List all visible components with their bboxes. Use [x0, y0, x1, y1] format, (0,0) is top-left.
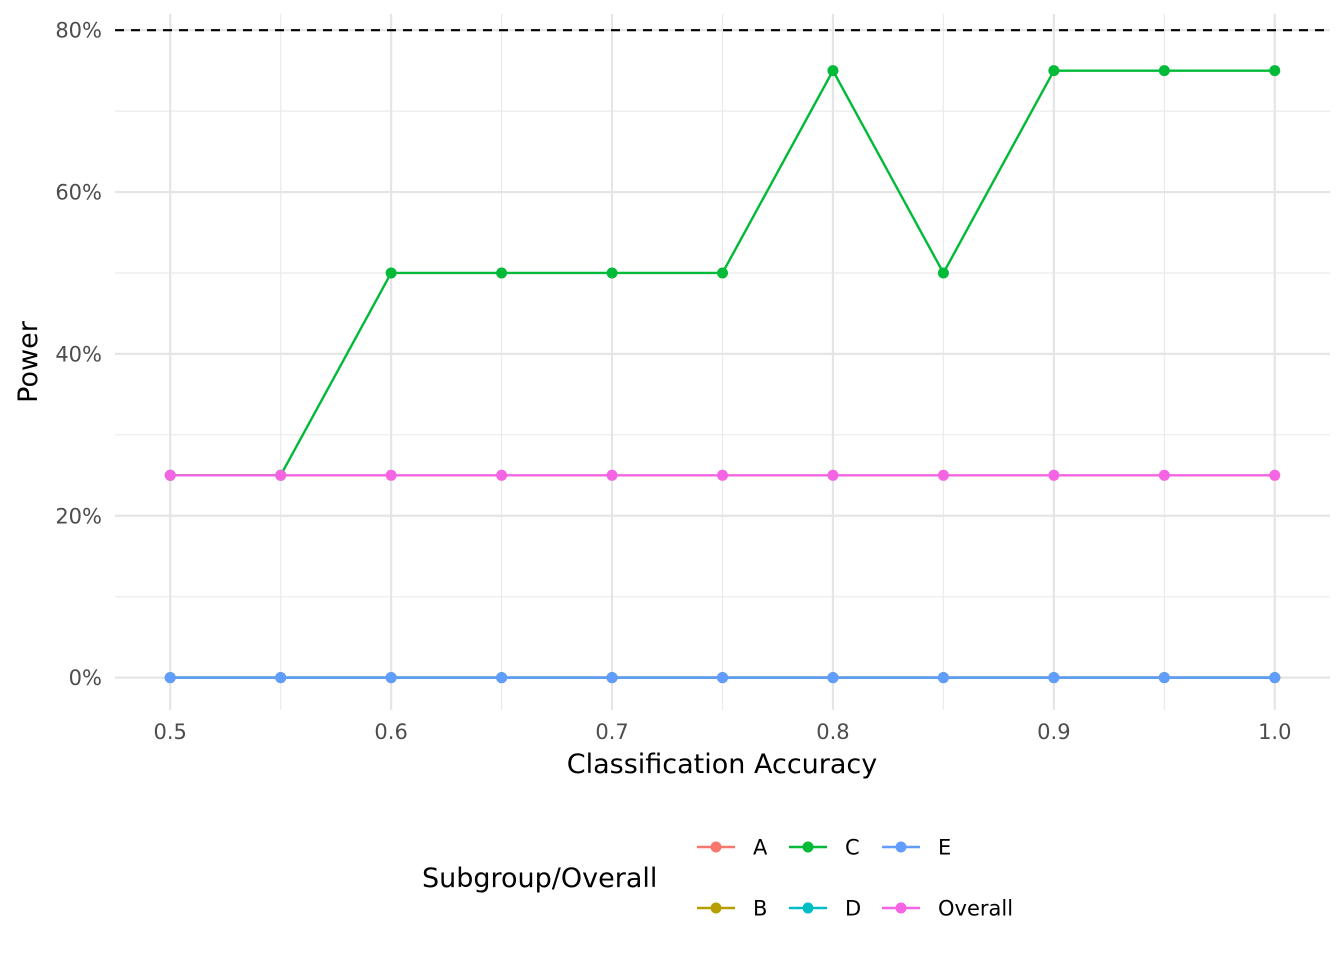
x-tick-label: 1.0	[1258, 720, 1291, 744]
legend-label: A	[753, 836, 768, 860]
legend-label: E	[938, 836, 951, 860]
y-tick-label: 40%	[55, 342, 102, 366]
x-tick-labels: 0.5 0.6 0.7 0.8 0.9 1.0	[154, 720, 1292, 744]
y-tick-label: 0%	[69, 666, 102, 690]
x-axis-title: Classification Accuracy	[567, 749, 878, 780]
data-point-e	[496, 672, 508, 684]
legend-label: D	[845, 897, 861, 921]
data-point-overall	[937, 469, 949, 481]
legend-key-point	[710, 902, 722, 914]
legend-item-c: C	[789, 836, 860, 860]
data-point-e	[1048, 672, 1060, 684]
data-point-e	[275, 672, 287, 684]
data-point-e	[606, 672, 618, 684]
data-point-e	[1269, 672, 1281, 684]
legend: A B C D E Overall	[697, 836, 1013, 921]
data-point-c	[937, 267, 949, 279]
legend-item-e: E	[882, 836, 951, 860]
y-tick-label: 20%	[55, 504, 102, 528]
y-tick-label: 60%	[55, 181, 102, 205]
data-point-overall	[164, 469, 176, 481]
data-point-e	[164, 672, 176, 684]
data-point-overall	[606, 469, 618, 481]
legend-item-b: B	[697, 897, 767, 921]
legend-key-point	[710, 841, 722, 853]
data-point-overall	[1048, 469, 1060, 481]
major-gridlines	[115, 14, 1330, 710]
legend-key-point	[895, 902, 907, 914]
legend-key-point	[895, 841, 907, 853]
legend-item-overall: Overall	[882, 897, 1013, 921]
legend-title: Subgroup/Overall	[422, 863, 657, 894]
series-overall	[164, 469, 1281, 481]
data-point-e	[827, 672, 839, 684]
data-point-c	[606, 267, 618, 279]
y-tick-label: 80%	[55, 19, 102, 43]
legend-key-point	[802, 841, 814, 853]
data-point-c	[385, 267, 397, 279]
x-tick-label: 0.5	[154, 720, 187, 744]
data-point-overall	[496, 469, 508, 481]
data-point-e	[717, 672, 728, 684]
data-point-e	[937, 672, 949, 684]
data-point-overall	[1158, 469, 1170, 481]
data-point-c	[1048, 65, 1060, 77]
x-tick-label: 0.7	[595, 720, 628, 744]
data-point-overall	[717, 469, 728, 481]
data-point-overall	[827, 469, 839, 481]
legend-key-point	[802, 902, 814, 914]
data-point-c	[827, 65, 839, 77]
data-point-c	[717, 267, 728, 279]
data-point-c	[1158, 65, 1170, 77]
data-point-c	[496, 267, 508, 279]
series-e	[164, 672, 1281, 684]
data-point-overall	[1269, 469, 1281, 481]
data-point-overall	[385, 469, 397, 481]
series-layer	[164, 65, 1281, 684]
x-tick-label: 0.8	[816, 720, 849, 744]
data-point-e	[385, 672, 397, 684]
y-tick-labels: 0% 20% 40% 60% 80%	[55, 19, 102, 690]
data-point-overall	[275, 469, 287, 481]
legend-item-a: A	[697, 836, 768, 860]
legend-item-d: D	[789, 897, 861, 921]
x-tick-label: 0.9	[1037, 720, 1070, 744]
legend-label: Overall	[938, 897, 1013, 921]
x-tick-label: 0.6	[374, 720, 407, 744]
legend-label: B	[753, 897, 767, 921]
minor-gridlines	[115, 14, 1330, 710]
y-axis-title: Power	[13, 320, 44, 403]
data-point-c	[1269, 65, 1281, 77]
legend-label: C	[845, 836, 860, 860]
data-point-e	[1158, 672, 1170, 684]
